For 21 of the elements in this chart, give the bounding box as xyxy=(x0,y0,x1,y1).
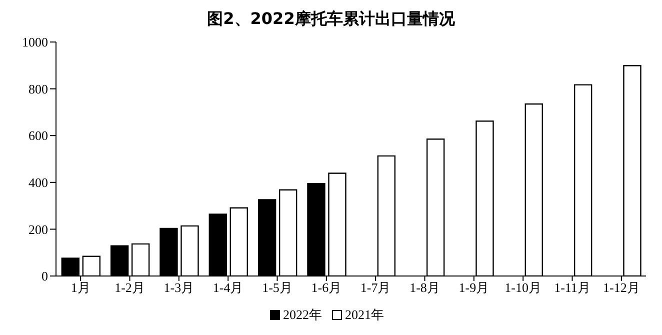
x-tick-label: 1-7月 xyxy=(360,280,391,296)
x-tick-label: 1-5月 xyxy=(262,280,292,296)
x-tick-label: 1-10月 xyxy=(504,280,542,296)
x-tick-label: 1月 xyxy=(70,280,90,296)
legend-label: 2022年 xyxy=(283,306,322,324)
x-tick-label: 1-8月 xyxy=(410,280,440,296)
x-tick-label: 1-11月 xyxy=(554,280,590,296)
y-tick-label: 800 xyxy=(28,81,48,96)
x-tick-label: 1-3月 xyxy=(164,280,194,296)
y-tick-label: 400 xyxy=(28,175,48,190)
chart-title: 图2、2022摩托车累计出口量情况 xyxy=(206,8,456,30)
x-tick-label: 1-4月 xyxy=(212,280,244,296)
y-tick-label: 1000 xyxy=(22,34,48,50)
x-tick-label: 1-9月 xyxy=(458,280,490,296)
y-tick-label: 600 xyxy=(28,128,48,144)
x-tick-label: 1-2月 xyxy=(114,280,145,296)
x-tick-label: 1-12月 xyxy=(602,280,640,296)
legend-label: 2021年 xyxy=(345,306,384,324)
y-tick-label: 200 xyxy=(28,222,48,237)
x-tick-label: 1-6月 xyxy=(311,280,342,296)
y-tick-label: 0 xyxy=(42,268,48,284)
